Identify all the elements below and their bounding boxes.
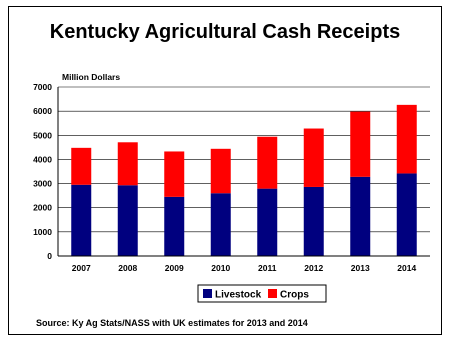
x-tick-label: 2014 (397, 263, 416, 273)
y-tick-label: 7000 (33, 82, 52, 92)
bar-crops (210, 148, 231, 194)
bar-livestock (257, 188, 278, 256)
x-tick-label: 2013 (351, 263, 370, 273)
bar-livestock (303, 186, 324, 256)
bar-crops (257, 136, 278, 189)
y-tick-label: 1000 (33, 227, 52, 237)
bar-crops (350, 111, 371, 177)
bar-livestock (350, 176, 371, 256)
legend: Livestock Crops (197, 284, 327, 303)
chart-title: Kentucky Agricultural Cash Receipts (49, 21, 401, 43)
bar-livestock (117, 185, 138, 256)
x-tick-label: 2010 (211, 263, 230, 273)
gridlines (58, 86, 430, 233)
y-tick-label: 2000 (33, 203, 52, 213)
y-tick-labels: 0 1000 2000 3000 4000 5000 6000 7000 (33, 82, 52, 261)
bar-crops (303, 128, 324, 187)
x-tick-labels: 2007 2008 2009 2010 2011 2012 2013 2014 (72, 263, 417, 273)
y-tick-label: 3000 (33, 179, 52, 189)
y-tick-label: 6000 (33, 106, 52, 116)
bar-crops (71, 147, 92, 185)
y-axis-label: Million Dollars (62, 72, 120, 82)
x-tick-label: 2011 (258, 263, 277, 273)
legend-swatch-livestock (203, 289, 212, 298)
bar-livestock (210, 193, 231, 256)
bar-crops (164, 151, 185, 197)
legend-label-crops: Crops (280, 290, 309, 301)
y-tick-label: 0 (47, 251, 52, 261)
bar-livestock (71, 184, 92, 256)
x-tick-label: 2012 (304, 263, 323, 273)
bar-crops (396, 104, 417, 174)
y-tick-label: 5000 (33, 130, 52, 140)
legend-box (197, 284, 327, 303)
y-tick-label: 4000 (33, 154, 52, 164)
x-tick-label: 2007 (72, 263, 91, 273)
bars (71, 104, 417, 256)
bar-livestock (396, 173, 417, 256)
source-note: Source: Ky Ag Stats/NASS with UK estimat… (36, 318, 308, 328)
bar-crops (117, 142, 138, 186)
bar-livestock (164, 196, 185, 256)
legend-swatch-crops (268, 289, 277, 298)
legend-label-livestock: Livestock (215, 290, 262, 301)
x-tick-label: 2009 (165, 263, 184, 273)
x-tick-label: 2008 (118, 263, 137, 273)
